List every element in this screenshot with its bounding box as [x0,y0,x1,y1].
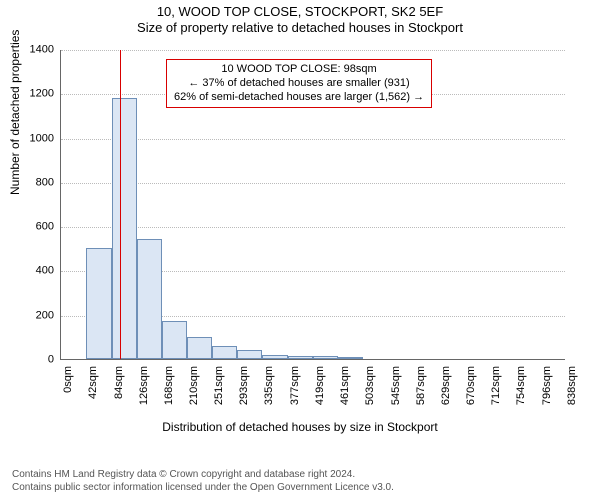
histogram-bar [288,356,313,359]
x-tick-label: 712sqm [490,366,502,416]
property-marker-line [120,50,121,359]
histogram-bar [137,239,162,359]
chart-title: 10, WOOD TOP CLOSE, STOCKPORT, SK2 5EF S… [0,0,600,37]
x-tick-label: 796sqm [541,366,553,416]
y-tick-label: 1000 [6,133,54,144]
callout-line-1: 10 WOOD TOP CLOSE: 98sqm [174,63,424,77]
x-tick-label: 126sqm [138,366,150,416]
title-line-2: Size of property relative to detached ho… [0,20,600,36]
y-tick-label: 0 [6,355,54,366]
x-tick-label: 587sqm [415,366,427,416]
x-tick-label: 754sqm [515,366,527,416]
x-axis-label: Distribution of detached houses by size … [0,420,600,434]
histogram-bar [262,355,287,359]
callout-line-2: ← 37% of detached houses are smaller (93… [174,77,424,91]
y-tick-label: 800 [6,177,54,188]
chart-area: Number of detached properties 10 WOOD TO… [0,40,600,435]
x-tick-label: 335sqm [263,366,275,416]
x-tick-label: 84sqm [113,366,125,416]
x-tick-label: 461sqm [339,366,351,416]
x-tick-label: 251sqm [213,366,225,416]
x-tick-label: 168sqm [163,366,175,416]
histogram-bar [212,346,237,359]
histogram-bar [112,98,137,359]
y-tick-label: 200 [6,310,54,321]
footer-line-1: Contains HM Land Registry data © Crown c… [12,469,394,482]
footer-line-2: Contains public sector information licen… [12,482,394,495]
x-tick-label: 377sqm [289,366,301,416]
x-tick-label: 838sqm [566,366,578,416]
x-tick-label: 503sqm [364,366,376,416]
histogram-bar [86,248,111,359]
x-tick-label: 670sqm [465,366,477,416]
histogram-bar [187,337,212,359]
plot-region: 10 WOOD TOP CLOSE: 98sqm ← 37% of detach… [60,50,565,360]
x-tick-label: 210sqm [188,366,200,416]
y-tick-label: 600 [6,222,54,233]
histogram-bar [162,321,187,359]
callout-line-3: 62% of semi-detached houses are larger (… [174,91,424,105]
histogram-bar [338,357,363,359]
histogram-bar [313,356,338,359]
footer-attribution: Contains HM Land Registry data © Crown c… [12,469,394,494]
x-tick-label: 293sqm [238,366,250,416]
gridline [61,50,565,51]
x-tick-label: 42sqm [87,366,99,416]
x-tick-label: 419sqm [314,366,326,416]
property-callout: 10 WOOD TOP CLOSE: 98sqm ← 37% of detach… [166,59,432,108]
title-line-1: 10, WOOD TOP CLOSE, STOCKPORT, SK2 5EF [0,4,600,20]
y-tick-label: 400 [6,266,54,277]
histogram-bar [237,350,262,359]
y-tick-label: 1400 [6,45,54,56]
x-tick-label: 545sqm [390,366,402,416]
x-tick-label: 629sqm [440,366,452,416]
y-tick-label: 1200 [6,89,54,100]
x-tick-label: 0sqm [62,366,74,416]
